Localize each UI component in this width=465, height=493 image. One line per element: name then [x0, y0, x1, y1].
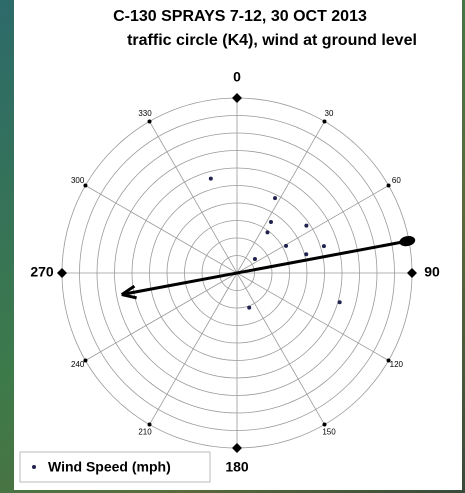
theta-tick-label: 180 — [225, 459, 249, 475]
tick-dot — [386, 183, 391, 188]
spoke — [236, 272, 325, 425]
data-point — [208, 176, 213, 181]
theta-tick-label: 300 — [71, 176, 85, 185]
chart-subtitle: traffic circle (K4), wind at ground leve… — [127, 32, 417, 49]
data-point — [247, 305, 252, 310]
chart-title: C-130 SPRAYS 7-12, 30 OCT 2013 — [113, 8, 367, 25]
theta-tick-label: 210 — [138, 427, 152, 436]
tick-dot — [147, 422, 152, 427]
spoke — [236, 121, 325, 274]
legend-box — [19, 451, 211, 483]
spoke — [149, 121, 238, 274]
theta-tick-label: 330 — [138, 109, 152, 118]
tick-dot — [83, 183, 88, 188]
tick-dot — [147, 119, 152, 124]
wind-arrow — [121, 239, 408, 297]
legend-label: Wind Speed (mph) — [48, 459, 171, 475]
theta-tick-label: 30 — [325, 109, 334, 118]
axis-diamond — [232, 443, 242, 453]
spoke — [236, 272, 389, 361]
spoke — [85, 185, 238, 274]
wind-arrow-tail — [399, 236, 416, 247]
data-point — [268, 220, 273, 225]
wind-arrow-head — [120, 284, 137, 300]
theta-tick-label: 60 — [392, 176, 401, 185]
theta-tick-label: 270 — [30, 264, 54, 280]
spoke — [85, 272, 238, 361]
data-point — [337, 300, 342, 305]
theta-tick-label: 90 — [424, 264, 440, 280]
tick-dot — [386, 358, 391, 363]
theta-tick-label: 240 — [71, 360, 85, 369]
theta-tick-label: 150 — [322, 427, 336, 436]
theta-tick-label: 0 — [233, 69, 241, 85]
legend-marker — [32, 465, 36, 469]
data-point — [265, 230, 270, 235]
data-point — [273, 196, 278, 201]
data-point — [284, 243, 289, 248]
spoke — [149, 272, 238, 425]
axis-diamond — [232, 93, 242, 103]
data-point — [304, 223, 309, 228]
theta-tick-label: 120 — [390, 360, 404, 369]
axis-diamond — [57, 268, 67, 278]
tick-dot — [322, 422, 327, 427]
data-point — [304, 252, 309, 257]
spoke — [236, 185, 389, 274]
tick-dot — [322, 119, 327, 124]
axis-diamond — [407, 268, 417, 278]
tick-dot — [83, 358, 88, 363]
data-point — [321, 244, 326, 249]
data-point — [252, 257, 257, 262]
